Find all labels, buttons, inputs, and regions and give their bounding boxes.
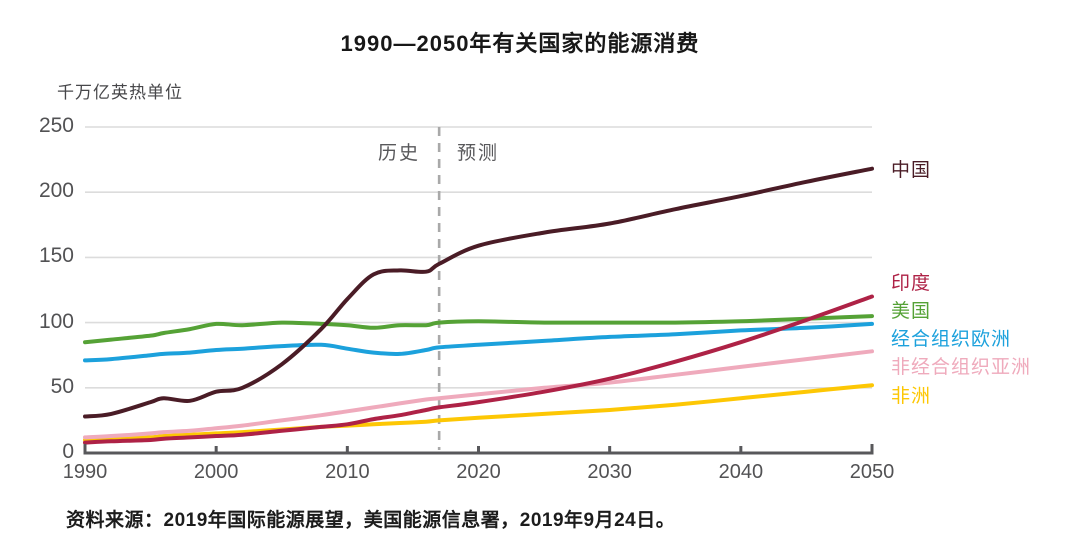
series-line-india xyxy=(83,294,874,445)
x-tick-label-2010: 2010 xyxy=(325,461,370,483)
x-axis-baseline xyxy=(83,444,874,455)
x-axis-tick-labels: 1990 2000 2010 2020 2030 2040 2050 xyxy=(0,461,1080,491)
legend: 中国印度美国经合组织欧洲 非经合组织亚洲 非洲 xyxy=(891,0,1080,558)
y-tick-label-250: 250 xyxy=(38,114,74,137)
x-tick-label-2000: 2000 xyxy=(193,461,239,483)
chart-title: 1990—2050年有关国家的能源消费 xyxy=(340,31,700,56)
y-tick-label-50: 50 xyxy=(50,374,74,398)
series-line-oecd-europe xyxy=(83,321,874,363)
series-line-united-states xyxy=(83,314,874,345)
legend-label-non-oecd-asia: 非经合组织亚洲 xyxy=(891,357,1032,378)
legend-label-oecd-europe: 经合组织欧洲 xyxy=(891,329,1012,350)
y-tick-label-100: 100 xyxy=(38,309,74,333)
x-tick-label-2050: 2050 xyxy=(849,461,895,483)
series-line-china xyxy=(83,166,874,419)
legend-label-united-states: 美国 xyxy=(891,301,932,322)
forecast-label: 预测 xyxy=(457,143,500,164)
x-tick-label-2040: 2040 xyxy=(718,461,764,483)
legend-label-india: 印度 xyxy=(891,273,932,294)
x-tick-label-2020: 2020 xyxy=(456,461,501,483)
y-axis-tick-labels: 0 50 100 150 200 250 xyxy=(0,0,76,558)
series-line-non-oecd-asia xyxy=(83,349,874,440)
x-tick-label-1990: 1990 xyxy=(62,461,108,483)
y-tick-label-150: 150 xyxy=(38,244,74,268)
series-line-africa xyxy=(83,383,874,442)
legend-label-africa: 非洲 xyxy=(891,386,932,407)
source-note: 资料来源：2019年国际能源展望，美国能源信息署，2019年9月24日。 xyxy=(66,510,676,531)
x-tick-label-2030: 2030 xyxy=(587,461,632,483)
y-axis-unit-label: 千万亿英热单位 xyxy=(57,83,183,102)
history-label: 历史 xyxy=(377,143,420,164)
legend-label-china: 中国 xyxy=(891,160,932,181)
y-tick-label-200: 200 xyxy=(38,179,74,203)
y-tick-label-0: 0 xyxy=(62,440,74,463)
